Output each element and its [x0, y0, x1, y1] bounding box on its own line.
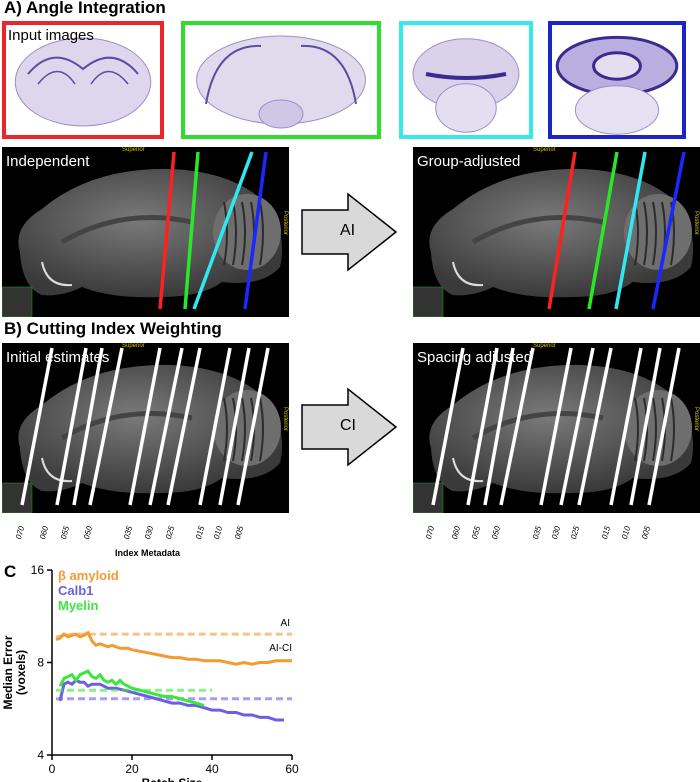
posterior-label: Posterior — [693, 407, 699, 432]
annotation-ai: AI — [281, 618, 290, 629]
tissue-section-drawing — [412, 38, 520, 133]
input-images-label: Input images — [8, 27, 94, 44]
superior-label: Superior — [533, 147, 556, 153]
sagittal-brain-drawing — [413, 151, 694, 317]
posterior-label: Posterior — [693, 211, 699, 236]
independent-label: Independent — [6, 153, 90, 170]
input-thumbnail-cyan — [399, 21, 533, 139]
index-tick-label: 035 — [122, 525, 135, 541]
index-tick-label: 010 — [212, 525, 225, 541]
y-tick-label: 8 — [37, 656, 44, 670]
index-tick-label: 030 — [550, 525, 563, 541]
index-tick-label: 025 — [164, 525, 177, 541]
x-tick-label: 60 — [285, 762, 299, 776]
ai-arrow-label: AI — [340, 222, 356, 239]
index-tick-label: 005 — [233, 525, 246, 541]
x-tick-label: 20 — [125, 762, 139, 776]
initial-estimates-label: Initial estimates — [6, 349, 110, 366]
section-b-title: B) Cutting Index Weighting — [4, 319, 222, 338]
tissue-section-drawing — [555, 35, 679, 135]
brain-group-adjusted-panel: Group-adjusted Superior Posterior — [413, 147, 700, 317]
posterior-label: Posterior — [282, 211, 288, 236]
index-tick-label: 025 — [569, 525, 582, 541]
index-tick-label: 060 — [450, 525, 463, 541]
index-tick-label: 055 — [59, 525, 72, 541]
index-tick-label: 035 — [531, 525, 544, 541]
brain-spacing-adjusted-panel: Spacing adjusted Superior Posterior — [413, 343, 700, 513]
brain-independent-panel: Independent Superior Posterior — [2, 147, 289, 317]
input-thumbnail-red — [2, 21, 164, 139]
index-tick-label: 070 — [14, 525, 27, 541]
y-tick-label: 16 — [31, 563, 45, 577]
median-error-chart: 48160204060Batch Size(n sections)Median … — [1, 563, 299, 782]
ci-arrow-label: CI — [340, 417, 356, 434]
series-line-amyloid-solid — [55, 630, 292, 666]
legend-entry: Calb1 — [58, 583, 93, 598]
x-tick-label: 40 — [205, 762, 219, 776]
index-tick-label: 010 — [620, 525, 633, 541]
series-line-amyloid-dashed — [55, 632, 292, 639]
legend-entry: Myelin — [58, 598, 99, 613]
annotation-ai-ci: AI-CI — [269, 643, 292, 654]
input-thumbnail-green — [181, 21, 381, 139]
group-adjusted-label: Group-adjusted — [417, 153, 521, 170]
index-tick-label: 050 — [490, 525, 503, 541]
y-axis-sublabel: (voxels) — [14, 650, 28, 695]
index-tick-label: 030 — [143, 525, 156, 541]
superior-label: Superior — [122, 343, 145, 349]
brain-initial-estimates-panel: Initial estimates Superior Posterior — [2, 343, 289, 513]
sagittal-brain-drawing — [413, 347, 694, 513]
index-tick-label: 005 — [640, 525, 653, 541]
tissue-section-drawing — [14, 37, 152, 127]
y-axis-label: Median Error — [1, 635, 15, 709]
x-tick-label: 0 — [49, 762, 56, 776]
index-metadata-label: Index Metadata — [115, 548, 181, 558]
superior-label: Superior — [122, 147, 145, 153]
index-tick-label: 060 — [38, 525, 51, 541]
x-axis-label: Batch Size — [142, 776, 203, 782]
sagittal-brain-drawing — [2, 347, 283, 513]
section-a-title: A) Angle Integration — [4, 0, 166, 17]
index-tick-label: 070 — [424, 525, 437, 541]
index-tick-label: 050 — [82, 525, 95, 541]
ci-arrow — [301, 387, 398, 467]
y-tick-label: 4 — [37, 748, 44, 762]
legend-entry: β amyloid — [58, 568, 119, 583]
sagittal-brain-drawing — [2, 151, 283, 317]
superior-label: Superior — [533, 343, 556, 349]
series-line-myelin-solid — [58, 669, 205, 707]
input-thumbnail-blue — [548, 21, 686, 139]
index-tick-label: 015 — [600, 525, 613, 541]
spacing-adjusted-label: Spacing adjusted — [417, 349, 533, 366]
tissue-section-drawing — [196, 35, 366, 129]
index-tick-label: 015 — [194, 525, 207, 541]
ai-arrow — [301, 192, 398, 272]
section-c-title: C — [4, 562, 17, 581]
posterior-label: Posterior — [282, 407, 288, 432]
index-tick-label: 055 — [470, 525, 483, 541]
